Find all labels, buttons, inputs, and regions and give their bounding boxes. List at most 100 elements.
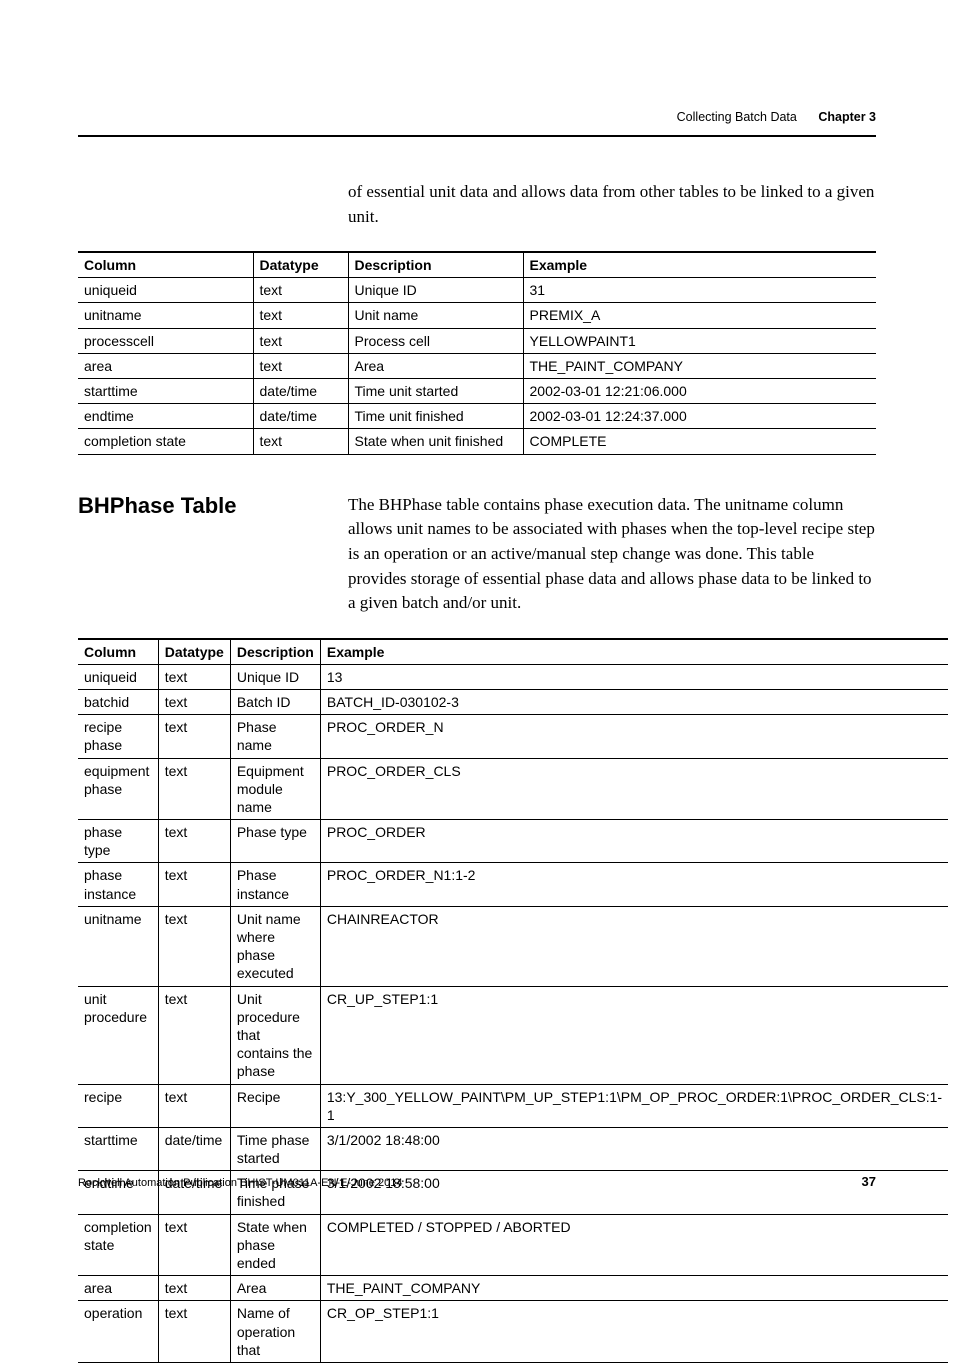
table-cell: COMPLETE bbox=[523, 429, 876, 454]
table-cell: recipe bbox=[78, 1084, 158, 1127]
table-cell: uniqueid bbox=[78, 664, 158, 689]
col-header: Example bbox=[320, 639, 948, 665]
table-header-row: Column Datatype Description Example bbox=[78, 639, 948, 665]
table-cell: Unit name bbox=[348, 303, 523, 328]
table-cell: Time phase started bbox=[230, 1127, 320, 1170]
table-cell: date/time bbox=[253, 404, 348, 429]
table-cell: text bbox=[158, 863, 230, 906]
table-cell: batchid bbox=[78, 689, 158, 714]
table-row: endtimedate/timeTime unit finished2002-0… bbox=[78, 404, 876, 429]
table-cell: recipe phase bbox=[78, 715, 158, 758]
footer-publication: Rockwell Automation Publication BHIST-UM… bbox=[78, 1177, 402, 1189]
table-cell: Unique ID bbox=[230, 664, 320, 689]
table-cell: unitname bbox=[78, 906, 158, 986]
table-cell: text bbox=[158, 715, 230, 758]
table-cell: equipment phase bbox=[78, 758, 158, 820]
footer-page-number: 37 bbox=[862, 1174, 876, 1189]
table-cell: text bbox=[253, 328, 348, 353]
table-cell: 31 bbox=[523, 278, 876, 303]
table-cell: text bbox=[158, 986, 230, 1084]
header-title: Collecting Batch Data bbox=[677, 110, 797, 124]
header-chapter: Chapter 3 bbox=[818, 110, 876, 124]
table-cell: starttime bbox=[78, 1127, 158, 1170]
table-cell: text bbox=[158, 758, 230, 820]
table-row: phase typetextPhase typePROC_ORDER bbox=[78, 820, 948, 863]
table-cell: completion state bbox=[78, 1214, 158, 1276]
table-cell: phase type bbox=[78, 820, 158, 863]
table-unit-data: Column Datatype Description Example uniq… bbox=[78, 251, 876, 454]
table-row: uniqueidtextUnique ID31 bbox=[78, 278, 876, 303]
table-cell: State when unit finished bbox=[348, 429, 523, 454]
table-cell: completion state bbox=[78, 429, 253, 454]
col-header: Description bbox=[348, 252, 523, 278]
table-cell: Phase instance bbox=[230, 863, 320, 906]
table-cell: Unit procedure that contains the phase bbox=[230, 986, 320, 1084]
table-row: areatextAreaTHE_PAINT_COMPANY bbox=[78, 353, 876, 378]
table-cell: processcell bbox=[78, 328, 253, 353]
table-cell: area bbox=[78, 1276, 158, 1301]
section-bhphase: BHPhase Table The BHPhase table contains… bbox=[78, 493, 876, 616]
page-header: Collecting Batch Data Chapter 3 bbox=[677, 110, 876, 124]
table-cell: unitname bbox=[78, 303, 253, 328]
table-row: equipment phasetextEquipment module name… bbox=[78, 758, 948, 820]
col-header: Column bbox=[78, 252, 253, 278]
table-cell: date/time bbox=[158, 1127, 230, 1170]
table-cell: 3/1/2002 18:48:00 bbox=[320, 1127, 948, 1170]
table-cell: BATCH_ID-030102-3 bbox=[320, 689, 948, 714]
table-row: unit proceduretextUnit procedure that co… bbox=[78, 986, 948, 1084]
table-cell: Area bbox=[348, 353, 523, 378]
table-cell: PROC_ORDER bbox=[320, 820, 948, 863]
table-cell: text bbox=[158, 1276, 230, 1301]
table-cell: Process cell bbox=[348, 328, 523, 353]
table-row: unitnametextUnit name where phase execut… bbox=[78, 906, 948, 986]
table-cell: Time unit started bbox=[348, 379, 523, 404]
table-cell: CHAINREACTOR bbox=[320, 906, 948, 986]
table-cell: phase instance bbox=[78, 863, 158, 906]
table-cell: State when phase ended bbox=[230, 1214, 320, 1276]
table-row: completion statetextState when unit fini… bbox=[78, 429, 876, 454]
table-cell: date/time bbox=[253, 379, 348, 404]
table-cell: Recipe bbox=[230, 1084, 320, 1127]
table-row: phase instancetextPhase instancePROC_ORD… bbox=[78, 863, 948, 906]
table-row: processcelltextProcess cellYELLOWPAINT1 bbox=[78, 328, 876, 353]
table-cell: Equipment module name bbox=[230, 758, 320, 820]
table-cell: Unit name where phase executed bbox=[230, 906, 320, 986]
page-footer: Rockwell Automation Publication BHIST-UM… bbox=[78, 1177, 876, 1189]
table-cell: PROC_ORDER_N bbox=[320, 715, 948, 758]
table-row: operationtextName of operation thatCR_OP… bbox=[78, 1301, 948, 1363]
table-cell: area bbox=[78, 353, 253, 378]
table-row: recipetextRecipe13:Y_300_YELLOW_PAINT\PM… bbox=[78, 1084, 948, 1127]
section-heading: BHPhase Table bbox=[78, 493, 348, 616]
table-cell: CR_UP_STEP1:1 bbox=[320, 986, 948, 1084]
table-cell: Phase type bbox=[230, 820, 320, 863]
table-row: starttimedate/timeTime unit started2002-… bbox=[78, 379, 876, 404]
intro-paragraph: of essential unit data and allows data f… bbox=[348, 180, 876, 229]
table-cell: text bbox=[158, 689, 230, 714]
table-cell: text bbox=[158, 1214, 230, 1276]
table-cell: COMPLETED / STOPPED / ABORTED bbox=[320, 1214, 948, 1276]
header-rule bbox=[78, 135, 876, 137]
table-cell: 13 bbox=[320, 664, 948, 689]
section-paragraph: The BHPhase table contains phase executi… bbox=[348, 493, 876, 616]
table-cell: starttime bbox=[78, 379, 253, 404]
table-cell: Unique ID bbox=[348, 278, 523, 303]
table-cell: CR_OP_STEP1:1 bbox=[320, 1301, 948, 1363]
table-cell: THE_PAINT_COMPANY bbox=[523, 353, 876, 378]
table-cell: text bbox=[158, 1301, 230, 1363]
table-cell: Time unit finished bbox=[348, 404, 523, 429]
table-cell: endtime bbox=[78, 404, 253, 429]
table-cell: text bbox=[158, 906, 230, 986]
table-row: unitnametextUnit namePREMIX_A bbox=[78, 303, 876, 328]
col-header: Description bbox=[230, 639, 320, 665]
table-cell: 2002-03-01 12:24:37.000 bbox=[523, 404, 876, 429]
table-cell: Batch ID bbox=[230, 689, 320, 714]
table-cell: Name of operation that bbox=[230, 1301, 320, 1363]
col-header: Column bbox=[78, 639, 158, 665]
table-row: recipe phasetextPhase namePROC_ORDER_N bbox=[78, 715, 948, 758]
table-cell: text bbox=[158, 664, 230, 689]
table-cell: text bbox=[158, 820, 230, 863]
table-cell: THE_PAINT_COMPANY bbox=[320, 1276, 948, 1301]
table-cell: text bbox=[253, 353, 348, 378]
table-row: uniqueidtextUnique ID13 bbox=[78, 664, 948, 689]
table-cell: PROC_ORDER_N1:1-2 bbox=[320, 863, 948, 906]
